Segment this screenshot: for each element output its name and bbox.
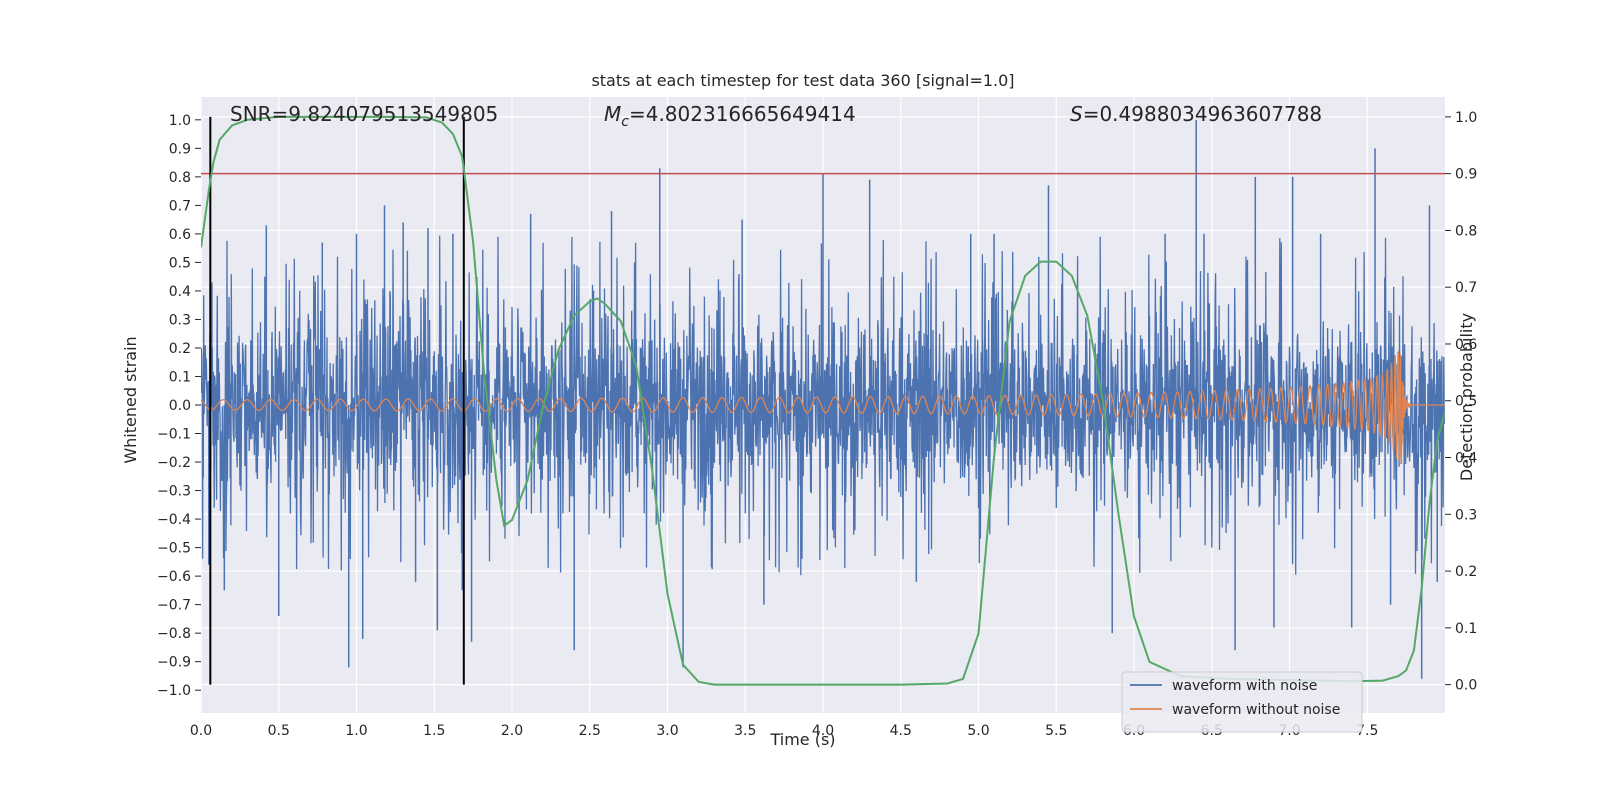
y-tick-label: 0.4 (169, 284, 191, 300)
y2-tick-label: 0.1 (1455, 621, 1477, 637)
chirp-mass-annotation: Mc=4.802316665649414 (604, 102, 856, 130)
y-axis-ticks: −1.0 −0.9 −0.8 −0.7 −0.6 −0.5 −0.4 −0.3 −0.2 −0.1… (157, 113, 201, 699)
x-tick-label: 3.5 (734, 723, 756, 739)
x-tick-label: 5.0 (967, 723, 989, 739)
y2-tick-label: 0.6 (1455, 337, 1477, 353)
x-tick-label: 4.5 (890, 723, 912, 739)
y-tick-label: −0.5 (157, 541, 191, 557)
y-tick-label: −1.0 (157, 683, 191, 699)
y-tick-label: 0.7 (169, 198, 191, 214)
y-tick-label: −0.2 (157, 455, 191, 471)
y-tick-label: 0.6 (169, 227, 191, 243)
y-tick-label: 0.2 (169, 341, 191, 357)
legend-entry-clean: waveform without noise (1172, 702, 1340, 718)
chart-title: stats at each timestep for test data 360… (591, 71, 1014, 90)
legend: waveform with noise waveform without noi… (1121, 671, 1363, 733)
y-tick-label: 0.9 (169, 141, 191, 157)
y-tick-label: −0.9 (157, 655, 191, 671)
y-tick-label: −0.7 (157, 598, 191, 614)
y2-tick-label: 1.0 (1455, 110, 1477, 126)
s-annotation: S=0.4988034963607788 (1070, 102, 1322, 126)
y-tick-label: 0.8 (169, 170, 191, 186)
x-axis-label: Time (s) (769, 730, 835, 749)
y2-axis-label: Detection probability (1457, 313, 1476, 481)
y-tick-label: 0.3 (169, 312, 191, 328)
y2-tick-label: 0.4 (1455, 451, 1477, 467)
x-tick-label: 0.0 (190, 723, 212, 739)
y-tick-label: −0.3 (157, 484, 191, 500)
y-tick-label: −0.4 (157, 512, 191, 528)
x-tick-label: 2.0 (501, 723, 523, 739)
legend-entry-noise: waveform with noise (1172, 678, 1317, 694)
y2-tick-label: 0.9 (1455, 167, 1477, 183)
overlay-lines (201, 116, 1445, 685)
y-tick-label: 1.0 (169, 113, 191, 129)
snr-annotation: SNR=9.824079513549805 (230, 102, 498, 126)
y-tick-label: 0.1 (169, 369, 191, 385)
noise-trace (201, 235, 1445, 576)
chirp-mass-symbol: M (604, 102, 621, 126)
y-tick-label: −0.8 (157, 626, 191, 642)
chirp-mass-value: =4.802316665649414 (629, 102, 856, 126)
y2-tick-label: 0.8 (1455, 223, 1477, 239)
y2-tick-label: 0.5 (1455, 394, 1477, 410)
y-tick-label: −0.6 (157, 569, 191, 585)
waveform-with-noise-series (201, 119, 1445, 679)
x-tick-label: 0.5 (268, 723, 290, 739)
x-tick-label: 3.0 (656, 723, 678, 739)
x-tick-label: 5.5 (1045, 723, 1067, 739)
y-tick-label: 0.0 (169, 398, 191, 414)
y-axis-label: Whitened strain (121, 336, 140, 463)
x-tick-label: 4.0 (812, 723, 834, 739)
y-tick-label: −0.1 (157, 427, 191, 443)
y2-axis-ticks: 0.0 0.1 0.2 0.3 0.4 0.5 0.6 0.7 0.8 0.9 1.0 (1445, 110, 1477, 694)
y2-tick-label: 0.7 (1455, 280, 1477, 296)
y2-tick-label: 0.0 (1455, 678, 1477, 694)
s-value: =0.4988034963607788 (1083, 102, 1322, 126)
x-tick-label: 1.5 (423, 723, 445, 739)
y2-tick-label: 0.3 (1455, 507, 1477, 523)
chirp-mass-subscript: c (621, 114, 629, 130)
legend-box (1121, 671, 1363, 733)
waveform-without-noise-series (201, 351, 1445, 464)
s-symbol: S (1070, 102, 1083, 126)
x-tick-label: 1.0 (345, 723, 367, 739)
y-tick-label: 0.5 (169, 255, 191, 271)
clean-waveform-trace (201, 351, 1445, 464)
x-tick-label: 2.5 (579, 723, 601, 739)
y2-tick-label: 0.2 (1455, 564, 1477, 580)
